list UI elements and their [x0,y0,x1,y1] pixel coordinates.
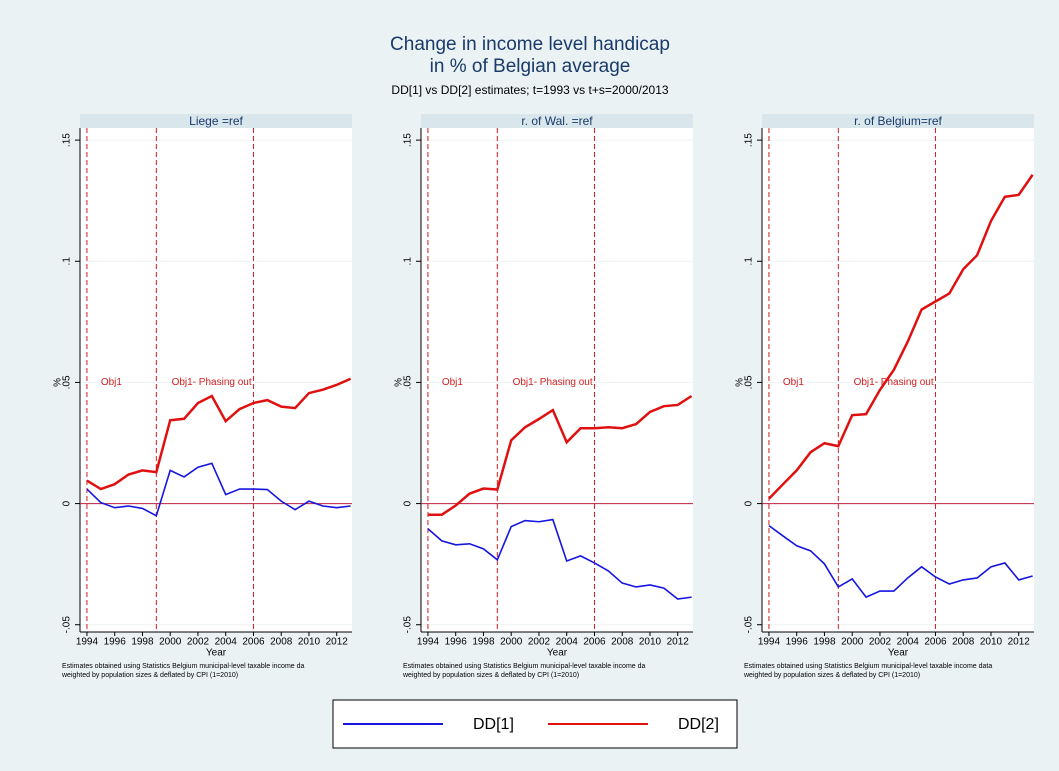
y-tick-label: .15 [403,133,414,147]
x-tick-label: 1998 [131,637,154,648]
x-tick-label: 2008 [270,637,293,648]
y-axis-title: % [394,378,405,387]
annotation: Obj1- Phasing out [513,377,593,388]
title-line: in % of Belgian average [430,56,631,77]
x-tick-label: 1996 [445,637,468,648]
note: Estimates obtained using Statistics Belg… [62,663,305,670]
y-tick-label: .1 [403,257,414,266]
series-line [86,377,352,491]
y-tick-label: .15 [744,133,755,147]
y-tick-label: .05 [62,375,73,389]
x-tick-label: 2004 [215,637,238,648]
y-tick-label: -.05 [62,616,73,634]
x-tick-label: 2006 [242,637,265,648]
x-tick-label: 2006 [583,637,606,648]
panel-title-strip [421,114,693,128]
annotation: Obj1- Phasing out [172,377,252,388]
x-tick-label: 2002 [187,637,210,648]
x-tick-label: 2002 [869,637,892,648]
x-tick-label: 2004 [556,637,579,648]
x-tick-label: 2004 [897,637,920,648]
title-line: Change in income level handicap [390,34,670,55]
y-tick-label: .05 [403,375,414,389]
x-tick-label: 1996 [786,637,809,648]
series-line [427,394,693,516]
note: weighted by population sizes & deflated … [61,672,238,679]
x-tick-label: 2000 [159,637,182,648]
x-tick-label: 1994 [76,637,99,648]
y-axis-title: % [53,378,64,387]
series-line [427,518,692,600]
annotation: Obj1 [783,377,805,388]
note: weighted by population sizes & deflated … [402,672,579,679]
plot-area [421,128,693,632]
panel-title: r. of Belgium=ref [854,114,942,128]
subtitle: DD[1] vs DD[2] estimates; t=1993 vs t+s=… [391,83,668,97]
x-tick-label: 2008 [611,637,634,648]
x-tick-label: 2012 [1008,637,1031,648]
x-tick-label: 2012 [667,637,690,648]
note: weighted by population sizes & deflated … [743,672,920,679]
x-tick-label: 2012 [326,637,349,648]
note: Estimates obtained using Statistics Belg… [403,663,646,670]
x-tick-label: 2000 [841,637,864,648]
y-tick-label: .05 [744,375,755,389]
x-axis-title: Year [206,648,227,659]
x-axis-title: Year [888,648,909,659]
x-tick-label: 1998 [813,637,836,648]
series-line [86,462,351,517]
x-tick-label: 2010 [980,637,1003,648]
x-axis-title: Year [547,648,568,659]
x-tick-label: 2008 [952,637,975,648]
x-tick-label: 2010 [298,637,321,648]
y-tick-label: -.05 [744,616,755,634]
panel-title: r. of Wal. =ref [521,114,593,128]
annotation: Obj1 [442,377,464,388]
x-tick-label: 2000 [500,637,523,648]
y-tick-label: 0 [62,500,73,506]
annotation: Obj1 [101,377,123,388]
y-tick-label: 0 [744,500,755,506]
legend-label: DD[1] [473,716,514,733]
x-tick-label: 2006 [924,637,947,648]
panel-title-strip [80,114,352,128]
x-tick-label: 2010 [639,637,662,648]
series-line [768,524,1033,599]
x-tick-label: 1994 [758,637,781,648]
y-tick-label: 0 [403,500,414,506]
x-tick-label: 1994 [417,637,440,648]
x-tick-label: 1996 [104,637,127,648]
y-tick-label: .1 [744,257,755,266]
plot-area [80,128,352,632]
y-tick-label: .1 [62,257,73,266]
y-tick-label: .15 [62,133,73,147]
note: Estimates obtained using Statistics Belg… [744,663,992,670]
panel-title: Liege =ref [189,114,243,128]
x-tick-label: 1998 [472,637,495,648]
annotation: Obj1- Phasing out [854,377,934,388]
y-axis-title: % [735,378,746,387]
x-tick-label: 2002 [528,637,551,648]
plot-area [762,128,1034,632]
y-tick-label: -.05 [403,616,414,634]
legend-label: DD[2] [678,716,719,733]
series-line [768,174,1034,500]
panel-title-strip [762,114,1034,128]
